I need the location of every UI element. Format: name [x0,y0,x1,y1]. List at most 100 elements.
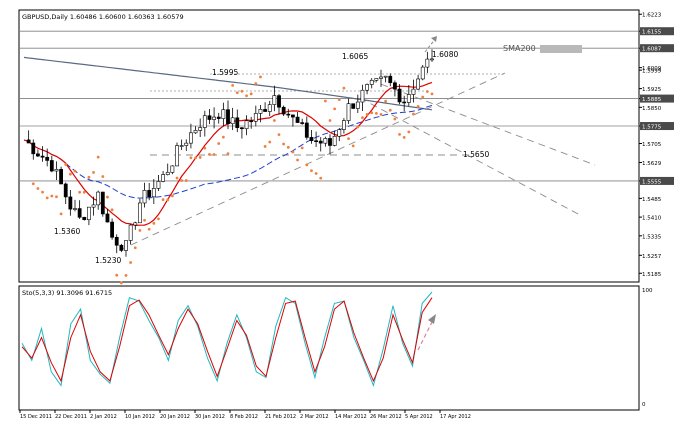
candle-body [73,208,77,210]
chart-annotation: SMA200 [503,44,536,53]
candle-body [82,216,87,221]
candle-body [105,213,110,223]
candle-body [87,206,91,221]
candle-body [272,95,277,105]
candle-body [198,127,203,131]
psar-dot [133,246,137,250]
psar-dot [194,156,197,160]
psar-dot [78,190,82,194]
candle-body [393,82,397,90]
psar-dot [286,145,290,149]
psar-dot [259,75,262,79]
candle-body [175,145,179,167]
psar-dot [254,82,258,85]
psar-dot [217,142,221,145]
psar-dot [425,90,429,93]
psar-dot [249,92,253,96]
psar-dot [421,95,425,99]
candle-body [323,138,328,144]
psar-dot [143,218,146,222]
x-tick-label: 5 Apr 2012 [405,414,433,420]
candle-body [128,224,133,241]
stoch-arrow-head [428,314,436,324]
psar-dot [374,112,378,115]
psar-dot [124,274,128,277]
candle-body [68,196,73,210]
psar-dot [342,86,346,90]
candle-body [36,153,40,157]
psar-dot [398,133,401,136]
candle-body [124,240,128,251]
psar-dot [55,195,58,199]
candle-body [110,221,114,238]
psar-dot [115,273,119,277]
candle-body [40,155,45,158]
psar-dot [407,130,411,134]
price-level-tag [640,94,674,103]
candle-body [402,101,407,104]
trendline [359,97,581,216]
psar-dot [152,221,156,225]
psar-dot [36,187,40,190]
psar-dot [82,190,86,194]
y-tick-label: 1.5629 [642,161,662,167]
candle-body [216,116,221,119]
candle-body [267,104,272,112]
candle-body [369,80,374,85]
candle-body [295,116,300,123]
y-tick-label: 1.5185 [642,272,662,278]
candle-body [170,165,175,173]
psar-dot [370,111,374,115]
candle-body [54,169,59,172]
candle-body [45,156,50,161]
y-tick-label: 1.5555 [642,179,662,185]
candle-body [365,84,369,91]
candle-body [230,117,235,125]
psar-dot [147,227,151,231]
candle-body [416,78,420,90]
psar-dot [333,107,337,111]
price-level-tag [640,176,674,185]
y-tick-label: 1.5775 [642,125,662,131]
psar-dot [212,153,216,156]
psar-dot [328,119,332,122]
candle-body [355,101,360,109]
psar-dot [240,89,244,93]
y-tick-label: 1.5410 [642,216,662,222]
candle-body [258,109,263,114]
psar-dot [305,163,309,167]
candle-body [281,106,286,115]
candle-body [63,183,68,198]
candle-body [379,76,383,79]
candle-body [253,113,258,122]
psar-dot [203,146,207,150]
candle-body [286,113,291,116]
psar-dot [87,175,91,179]
psar-dot [129,261,133,264]
candle-body [161,174,165,182]
candle-body [226,109,230,125]
psar-dot [347,137,350,141]
psar-dot [393,117,397,121]
candle-body [277,95,281,108]
psar-dot [161,198,165,201]
price-level-tag [640,44,674,53]
candle-body [430,58,434,61]
candle-body [244,120,249,130]
x-tick-label: 21 Feb 2012 [265,414,296,420]
stoch-y-tick-label: 0 [642,402,646,408]
y-tick-label: 1.5885 [642,97,662,103]
psar-dot [45,196,49,200]
arrow-up-dashed [424,37,437,53]
psar-dot [226,152,230,156]
psar-dot [310,169,313,173]
psar-dot [272,119,276,122]
psar-dot [221,135,225,139]
candle-body [96,191,101,206]
psar-dot [175,176,179,180]
y-tick-label: 1.5335 [642,234,662,240]
y-tick-label: 1.5257 [642,254,662,260]
candle-body [147,190,152,198]
psar-dot [388,108,392,112]
